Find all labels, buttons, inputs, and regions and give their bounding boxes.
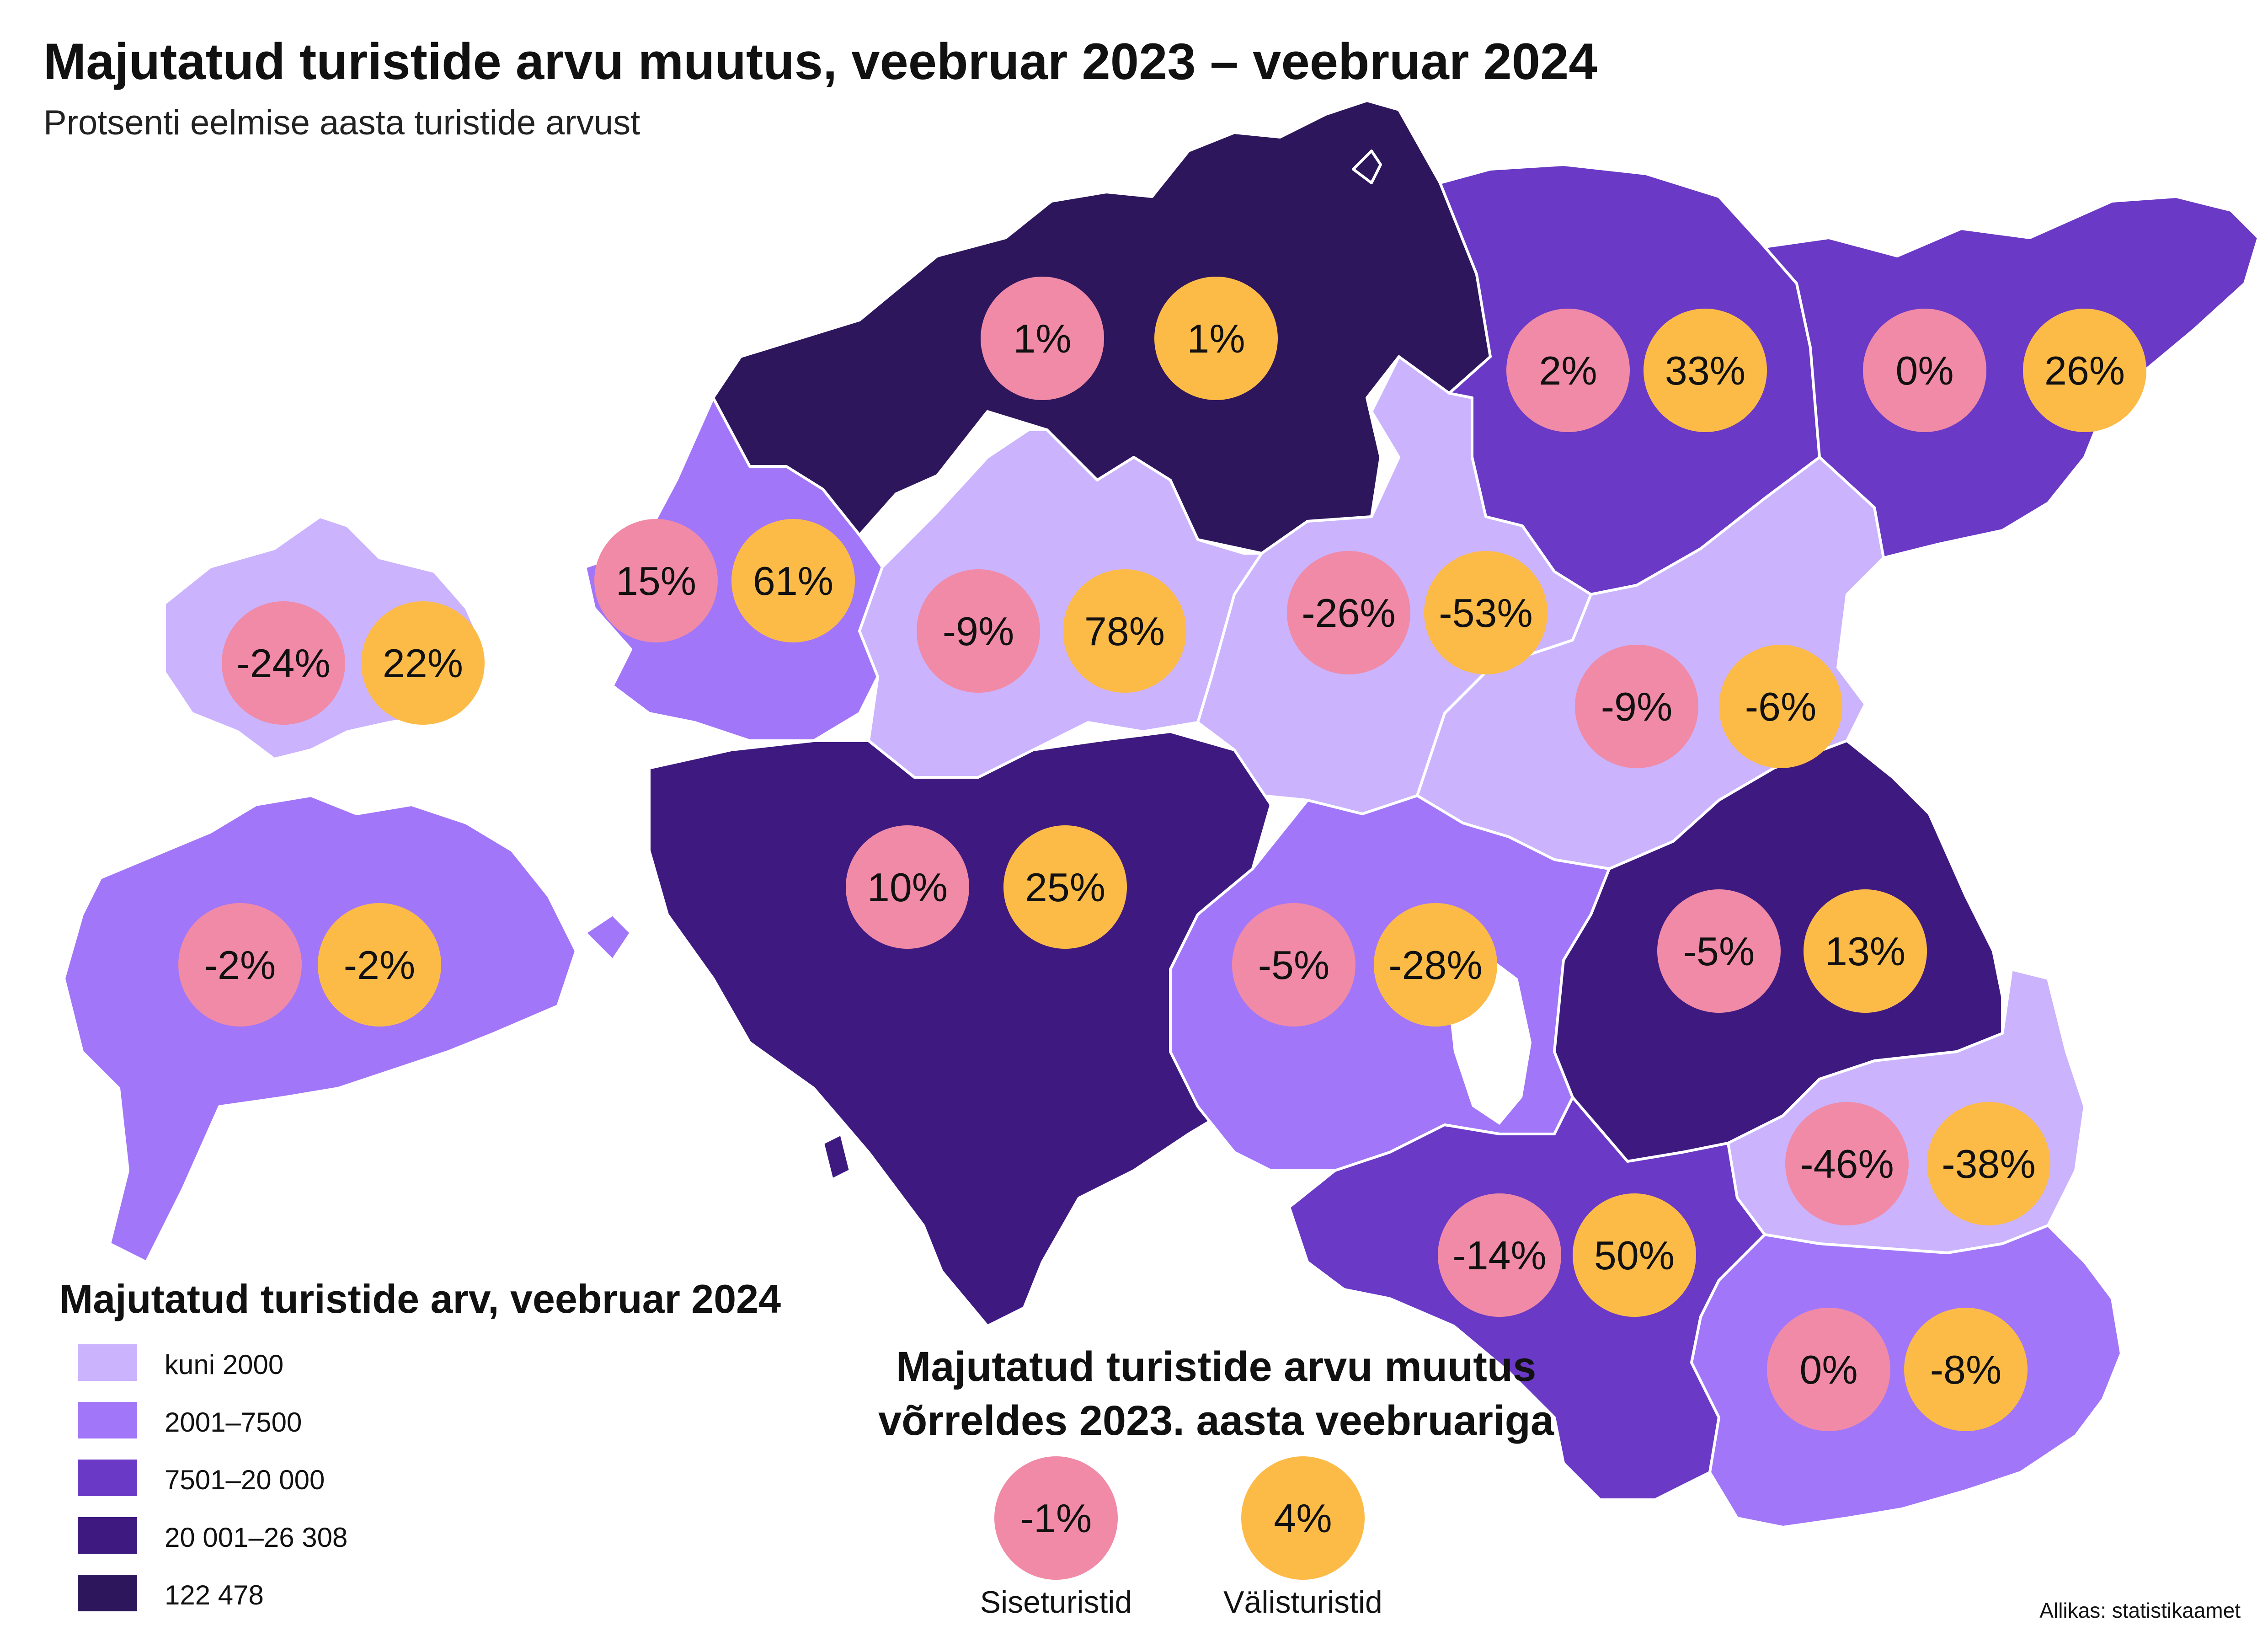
foreign-change-marker-circle [1063, 569, 1186, 693]
legend-label: 122 478 [165, 1580, 264, 1610]
domestic-change-marker-label: 0% [1799, 1347, 1857, 1392]
change-key-title: Majutatud turistide arvu muutus võrrelde… [827, 1340, 1605, 1448]
domestic-change-marker-label: -46% [1800, 1141, 1894, 1187]
domestic-change-marker-label: 15% [616, 558, 696, 604]
domestic-change-marker-circle [1287, 551, 1410, 674]
legend: Majutatud turistide arv, veebruar 2024 k… [59, 1276, 781, 1629]
domestic-change-marker-circle [594, 519, 718, 642]
domestic-change-marker-label: 1% [1013, 316, 1071, 361]
domestic-change-marker-circle [846, 825, 969, 949]
legend-swatch [78, 1344, 137, 1381]
foreign-change-marker-circle [1374, 903, 1497, 1027]
foreign-change-marker-circle [1644, 309, 1767, 432]
foreign-change-marker-circle [1927, 1102, 2050, 1225]
domestic-change-marker-circle [1575, 645, 1698, 768]
foreign-change-marker-label: 1% [1187, 316, 1245, 361]
domestic-change-marker-label: 10% [867, 865, 948, 910]
domestic-change-marker-label: -24% [236, 641, 330, 686]
foreign-change-marker-label: -6% [1745, 684, 1817, 729]
foreign-change-marker-circle [2023, 309, 2146, 432]
domestic-change-marker-circle [1767, 1308, 1890, 1431]
islet-shape [1352, 150, 1382, 184]
domestic-change-marker-circle [981, 277, 1104, 400]
change-key-title-line: võrreldes 2023. aasta veebruariga [878, 1397, 1554, 1444]
foreign-change-marker-circle [1424, 551, 1548, 674]
foreign-change-marker-label: 78% [1084, 609, 1165, 654]
domestic-change-marker-circle [1506, 309, 1630, 432]
domestic-change-marker-label: -9% [943, 609, 1014, 654]
foreign-change-marker-circle [361, 601, 485, 725]
foreign-change-marker-label: 50% [1594, 1233, 1675, 1278]
foreign-change-marker-label: 33% [1665, 348, 1745, 393]
foreign-change-marker-circle [1154, 277, 1278, 400]
domestic-key-marker-circle [994, 1456, 1118, 1580]
legend-label: 7501–20 000 [165, 1465, 325, 1495]
domestic-change-marker-circle [917, 569, 1040, 693]
legend-title: Majutatud turistide arv, veebruar 2024 [59, 1276, 781, 1321]
legend-label: 2001–7500 [165, 1407, 302, 1438]
foreign-change-marker-circle [1003, 825, 1127, 949]
foreign-key-label: Välisturistid [1223, 1585, 1382, 1620]
foreign-change-marker-label: 13% [1825, 929, 1905, 974]
foreign-change-marker-circle [1804, 889, 1927, 1013]
domestic-change-marker-circle [178, 903, 302, 1027]
legend-swatch [78, 1402, 137, 1438]
foreign-change-marker-circle [1904, 1308, 2028, 1431]
foreign-change-marker-label: 25% [1025, 865, 1105, 910]
legend-item: 7501–20 000 [59, 1456, 781, 1500]
source-note: Allikas: statistikaamet [2039, 1599, 2241, 1622]
foreign-key-marker-circle [1241, 1456, 1365, 1580]
domestic-change-marker-label: 0% [1895, 348, 1953, 393]
domestic-change-marker-label: -5% [1683, 929, 1755, 974]
domestic-key-label: Siseturistid [980, 1585, 1132, 1620]
legend-item: 122 478 [59, 1571, 781, 1615]
foreign-change-marker-label: -8% [1930, 1347, 2002, 1392]
foreign-change-marker-circle [318, 903, 441, 1027]
domestic-change-marker-circle [1232, 903, 1355, 1027]
change-key-title-line: Majutatud turistide arvu muutus [896, 1343, 1537, 1390]
domestic-change-marker-circle [1785, 1102, 1909, 1225]
foreign-key-marker-label: 4% [1274, 1496, 1332, 1541]
foreign-change-marker-label: 22% [383, 641, 463, 686]
islet-shape [584, 913, 632, 962]
legend-label: 20 001–26 308 [165, 1522, 348, 1553]
domestic-key-marker-label: -1% [1020, 1496, 1092, 1541]
island-shape [63, 794, 577, 1263]
domestic-change-marker-label: -2% [204, 942, 276, 988]
foreign-change-marker-circle [731, 519, 855, 642]
legend-swatch [78, 1575, 137, 1611]
legend-item: 2001–7500 [59, 1398, 781, 1442]
islet-shape [822, 1133, 852, 1181]
domestic-change-marker-label: 2% [1539, 348, 1597, 393]
domestic-change-marker-label: -14% [1452, 1233, 1546, 1278]
legend-item: kuni 2000 [59, 1341, 781, 1385]
map-title: Majutatud turistide arvu muutus, veebrua… [43, 33, 1597, 90]
domestic-change-marker-circle [1438, 1193, 1561, 1317]
legend-item: 20 001–26 308 [59, 1513, 781, 1557]
foreign-change-marker-label: -38% [1942, 1141, 2035, 1187]
foreign-change-marker-circle [1719, 645, 1842, 768]
domestic-change-marker-circle [1657, 889, 1781, 1013]
foreign-change-marker-label: 61% [753, 558, 833, 604]
legend-swatch [78, 1460, 137, 1496]
foreign-change-marker-label: 26% [2044, 348, 2125, 393]
foreign-change-marker-circle [1573, 1193, 1696, 1317]
domestic-change-marker-circle [222, 601, 345, 725]
domestic-change-marker-label: -26% [1302, 590, 1395, 636]
legend-label: kuni 2000 [165, 1349, 284, 1380]
domestic-change-marker-circle [1863, 309, 1986, 432]
map-subtitle: Protsenti eelmise aasta turistide arvust [43, 103, 640, 142]
domestic-change-marker-label: -5% [1258, 942, 1330, 988]
foreign-change-marker-label: -53% [1439, 590, 1532, 636]
domestic-change-marker-label: -9% [1601, 684, 1673, 729]
foreign-change-marker-label: -2% [344, 942, 416, 988]
legend-swatch [78, 1517, 137, 1554]
foreign-change-marker-label: -28% [1388, 942, 1482, 988]
